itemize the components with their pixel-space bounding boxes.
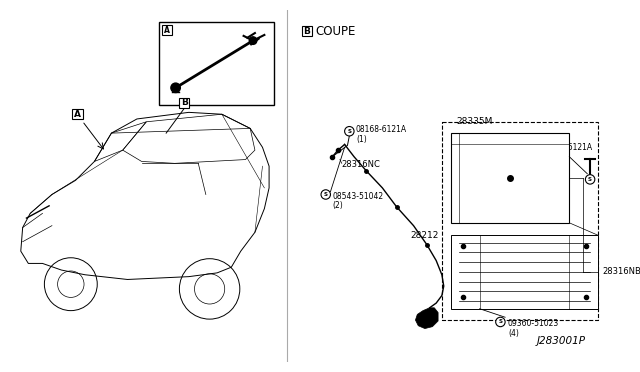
Bar	[163, 26, 172, 35]
Text: 09360-51023: 09360-51023	[508, 319, 559, 328]
Bar	[301, 26, 312, 36]
Text: A: A	[164, 26, 170, 35]
Bar	[72, 109, 83, 119]
Bar	[159, 22, 274, 105]
Text: S: S	[499, 320, 502, 324]
Text: 28335M: 28335M	[456, 116, 492, 126]
Text: 28316NB: 28316NB	[602, 267, 640, 276]
Circle shape	[171, 83, 180, 93]
Bar	[442, 122, 598, 320]
Text: B: B	[303, 27, 310, 36]
Text: B: B	[180, 99, 188, 108]
Text: S: S	[324, 192, 328, 197]
Circle shape	[249, 37, 257, 44]
Text: S: S	[348, 129, 351, 134]
Polygon shape	[415, 308, 438, 328]
Text: 08168-6121A: 08168-6121A	[356, 125, 407, 134]
Bar	[179, 98, 189, 108]
Text: (4): (4)	[548, 152, 559, 161]
Text: (4): (4)	[508, 329, 519, 338]
Text: (1): (1)	[356, 135, 367, 144]
Bar	[451, 133, 570, 223]
Circle shape	[344, 126, 354, 136]
Text: COUPE: COUPE	[316, 25, 356, 38]
Text: S: S	[588, 177, 592, 182]
Text: 28212: 28212	[411, 231, 439, 240]
Text: 08543-51042: 08543-51042	[332, 192, 383, 201]
Text: 08168-6121A: 08168-6121A	[541, 143, 592, 152]
Text: J283001P: J283001P	[536, 336, 586, 346]
Circle shape	[586, 175, 595, 184]
Text: (2): (2)	[332, 201, 343, 210]
Text: 28316NC: 28316NC	[342, 160, 381, 169]
Text: 25380M: 25380M	[191, 91, 225, 100]
Circle shape	[321, 190, 330, 199]
Circle shape	[496, 317, 505, 327]
Text: A: A	[74, 110, 81, 119]
Bar	[451, 235, 598, 309]
